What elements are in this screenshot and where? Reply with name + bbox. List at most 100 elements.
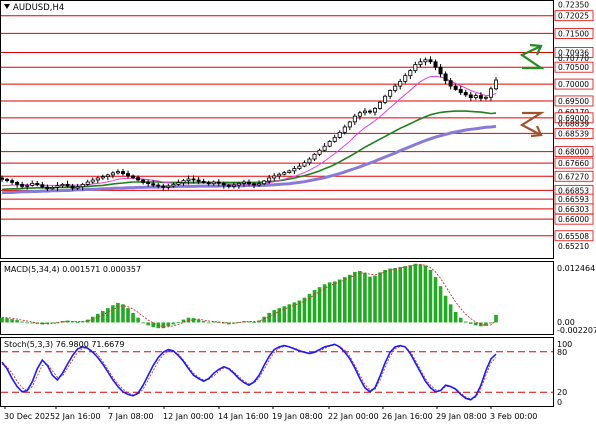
price-label-box xyxy=(554,213,594,225)
candle-body xyxy=(468,94,473,98)
macd-bar xyxy=(171,322,176,325)
candle-body xyxy=(100,176,105,179)
macd-bar xyxy=(368,276,372,323)
candle-body xyxy=(277,173,282,177)
time-label: 14 Jan 16:00 xyxy=(218,412,269,421)
macd-bar xyxy=(378,272,382,323)
macd-bar xyxy=(80,321,85,323)
macd-histogram xyxy=(0,263,498,329)
candle-body xyxy=(191,178,196,181)
macd-bar xyxy=(413,263,418,323)
green-up-arrow-icon xyxy=(519,43,545,70)
macd-bar xyxy=(176,321,181,323)
macd-bar xyxy=(302,297,307,323)
time-label: 22 Jan 00:00 xyxy=(328,412,379,421)
macd-bar xyxy=(272,310,277,323)
macd-bar xyxy=(443,295,448,323)
candle-body xyxy=(383,95,388,103)
brown-down-arrow-icon xyxy=(519,111,545,138)
candle-body xyxy=(408,70,413,77)
candle-body xyxy=(473,95,478,98)
macd-bar xyxy=(337,279,342,323)
macd-bar xyxy=(196,319,201,323)
time-label: 19 Jan 08:00 xyxy=(272,412,323,421)
macd-bar xyxy=(25,322,30,324)
candle-body xyxy=(483,96,488,99)
candle-body xyxy=(398,80,403,87)
candle-body xyxy=(95,177,100,181)
macd-bar xyxy=(20,321,24,323)
candle-body xyxy=(246,181,251,185)
macd-bar xyxy=(418,264,423,323)
macd-bar xyxy=(388,268,392,323)
macd-bar xyxy=(227,322,231,325)
candle-body xyxy=(201,180,206,184)
macd-bar xyxy=(111,305,115,323)
symbol-label[interactable]: AUDUSD,H4 xyxy=(13,3,64,13)
price-label: 0.65508 xyxy=(558,232,589,241)
price-label-box xyxy=(554,78,594,90)
stoch-main-line xyxy=(1,343,497,401)
macd-axis-bottom: -0.002207 xyxy=(557,326,596,335)
candle-body xyxy=(55,185,60,188)
macd-bar xyxy=(206,322,211,324)
macd-bar xyxy=(191,318,196,323)
macd-bar xyxy=(297,300,302,323)
candle-body xyxy=(221,182,226,186)
candle-body xyxy=(463,92,468,96)
candle-body xyxy=(75,186,80,189)
dropdown-triangle-icon[interactable] xyxy=(4,4,10,9)
candle-body xyxy=(110,172,115,176)
stoch-axis-80: 80 xyxy=(557,348,567,357)
price-label-box xyxy=(554,95,594,107)
candle-body xyxy=(181,180,186,184)
time-label: 2 Jan 16:00 xyxy=(55,412,101,421)
macd-bar xyxy=(15,320,19,323)
candle-body xyxy=(131,175,136,179)
candle-body xyxy=(236,182,241,186)
macd-axis-top: 0.012464 xyxy=(557,264,595,273)
macd-bar xyxy=(211,321,216,323)
candle-body xyxy=(216,181,221,184)
macd-bar xyxy=(161,322,166,329)
candle-body xyxy=(362,110,367,114)
macd-bar xyxy=(186,317,191,323)
macd-label: MACD(5,34,4) 0.001571 0.000357 xyxy=(4,265,141,274)
price-label-box xyxy=(554,47,594,58)
macd-bar xyxy=(484,322,488,326)
macd-bar xyxy=(141,322,145,324)
price-label: 0.72350 xyxy=(558,1,589,10)
candle-body xyxy=(433,61,438,68)
macd-bar xyxy=(262,316,266,323)
candle-body xyxy=(267,177,272,182)
candle-body xyxy=(85,181,90,185)
macd-bar xyxy=(292,302,297,323)
candle-body xyxy=(438,66,443,75)
candle-body xyxy=(161,185,166,188)
macd-bar xyxy=(267,312,271,323)
macd-bar xyxy=(363,272,367,323)
candle-body xyxy=(35,182,40,186)
candle-body xyxy=(292,168,297,172)
macd-bar xyxy=(494,314,498,323)
price-label-box xyxy=(554,230,594,242)
price-label-box xyxy=(554,28,594,39)
price-label-box xyxy=(554,112,594,124)
macd-bar xyxy=(403,266,408,323)
candle-body xyxy=(357,112,362,117)
candle-body xyxy=(10,180,15,183)
candle-body xyxy=(196,179,201,182)
candle-body xyxy=(186,178,191,182)
candle-body xyxy=(332,137,337,142)
macd-bar xyxy=(287,304,292,323)
candle-body xyxy=(80,183,85,188)
candle-body xyxy=(115,171,120,174)
macd-bar xyxy=(353,271,357,323)
candle-body xyxy=(226,184,231,187)
price-label: 0.67270 xyxy=(558,172,589,181)
candle-body xyxy=(156,184,161,187)
price-label: 0.69000 xyxy=(558,114,589,123)
time-label: 26 Jan 16:00 xyxy=(382,412,433,421)
macd-bar xyxy=(358,270,362,323)
